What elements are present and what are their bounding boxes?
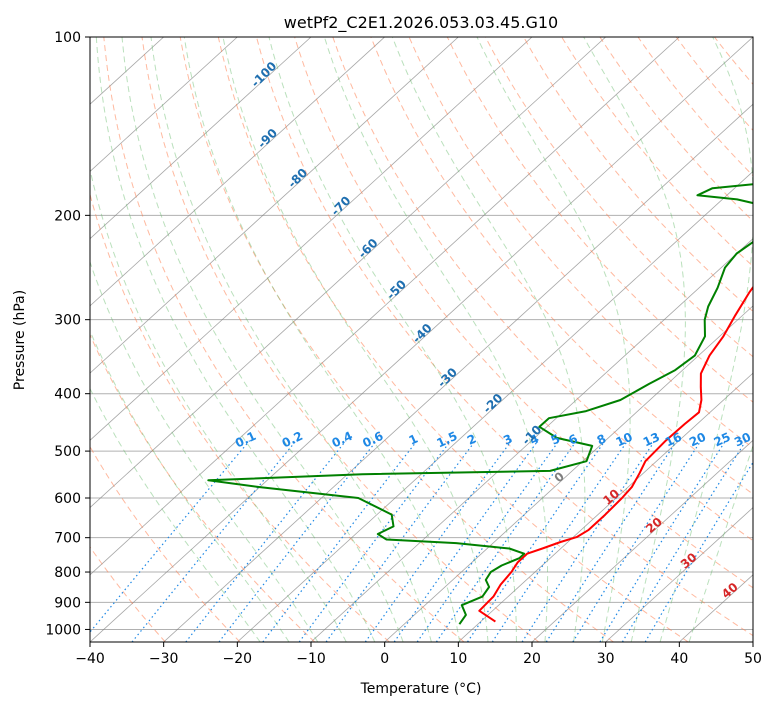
moist-adiabat [476,37,631,642]
y-tick-label: 500 [54,444,81,460]
skewed-isotherm [531,439,753,642]
skewed-isotherm [90,37,238,172]
mixing-ratio-label: 16 [663,430,684,450]
skewed-isotherm [90,37,312,240]
mixing-ratio-line [364,440,512,642]
dry-adiabat [370,37,753,495]
dry-adiabat [408,37,753,449]
dry-adiabat [103,37,465,642]
mixing-ratio-line [131,440,297,642]
skewed-isotherm [605,507,753,642]
dry-adiabat [599,37,753,222]
mixing-ratio-label: 13 [641,430,662,450]
skewed-isotherm [90,37,533,441]
mixing-ratio-label: 30 [732,430,753,450]
mixing-ratio-line [467,440,606,642]
mixing-ratio-line [572,440,702,642]
y-tick-label: 900 [54,595,81,611]
dry-adiabat [90,192,390,642]
x-tick-label: 0 [380,651,389,667]
plot-frame [89,36,754,643]
mixing-ratio-line [435,440,578,642]
reference-lines-layer [90,37,753,642]
skewed-isotherm [90,37,606,509]
y-tick-label: 1000 [45,622,81,638]
moist-adiabat [90,260,319,642]
dry-adiabat [179,37,614,642]
mixing-ratio-line [416,440,560,642]
skewed-isotherm [90,37,459,374]
moist-adiabat [268,37,517,642]
dry-adiabat [256,37,753,637]
dry-adiabat [294,37,753,589]
x-tick-label: 10 [449,651,467,667]
moist-adiabat [183,37,461,642]
moist-adiabat [90,329,290,642]
dry-adiabat [332,37,753,542]
moist-adiabat [391,37,586,642]
mixing-ratio-line [262,440,418,642]
dry-adiabat [141,37,540,642]
dewpoint-profile [207,183,753,625]
skewed-isotherm [237,170,753,642]
y-tick-label: 100 [54,30,81,46]
moist-adiabat [688,444,753,642]
x-tick-label: 20 [523,651,541,667]
moist-adiabat [121,37,404,642]
y-tick-label: 400 [54,387,81,403]
x-tick-label: −20 [223,651,253,667]
moist-adiabat [583,37,686,642]
moist-adiabat [659,37,753,642]
mixing-ratio-line [599,440,727,642]
mixing-ratio-line [393,440,539,642]
mixing-ratio-line [90,440,251,633]
y-tick-label: 800 [54,565,81,581]
dry-adiabat [217,37,689,642]
x-tick-label: 30 [597,651,615,667]
mixing-ratio-label: 25 [712,430,733,450]
x-axis-label: Temperature (°C) [360,681,482,697]
moist-adiabat [222,37,489,642]
grid-layer [90,37,753,642]
moist-adiabat [323,37,549,642]
moist-adiabat [95,37,376,642]
x-tick-label: −10 [296,651,326,667]
mixing-ratio-line [325,440,476,642]
x-tick-label: 40 [670,651,688,667]
skewed-isotherm [90,37,385,307]
y-tick-label: 700 [54,531,81,547]
dry-adiabat [561,37,753,267]
dry-adiabat [90,445,241,642]
mixing-ratio-line [621,440,747,642]
skewed-isotherm [163,103,753,642]
x-tick-label: −40 [75,651,105,667]
skewed-isotherm [90,37,753,642]
x-tick-label: 50 [744,651,762,667]
skewed-isotherm [384,305,753,642]
mixing-ratio-label: 10 [614,430,635,450]
y-axis-label: Pressure (hPa) [12,290,28,390]
x-tick-label: −30 [149,651,179,667]
skewed-isotherm [90,37,680,576]
temperature-profile [478,285,753,623]
chart-title: wetPf2_C2E1.2026.053.03.45.G10 [284,13,558,33]
axes-layer: −40 −30 −20 −10 0 10 20 30 40 50 100 200 300 400 500 60… [45,30,762,667]
mixing-ratio-label: 20 [687,430,708,450]
mixing-ratio-line [298,440,452,642]
y-tick-label: 200 [54,208,81,224]
moist-adiabat [150,37,432,642]
y-tick-label: 600 [54,491,81,507]
y-tick-label: 300 [54,313,81,329]
series-layer [207,183,753,625]
moist-adiabat [90,387,261,642]
moist-adiabat [90,167,347,642]
skewed-isotherm [458,372,753,642]
dry-adiabat [484,37,753,358]
